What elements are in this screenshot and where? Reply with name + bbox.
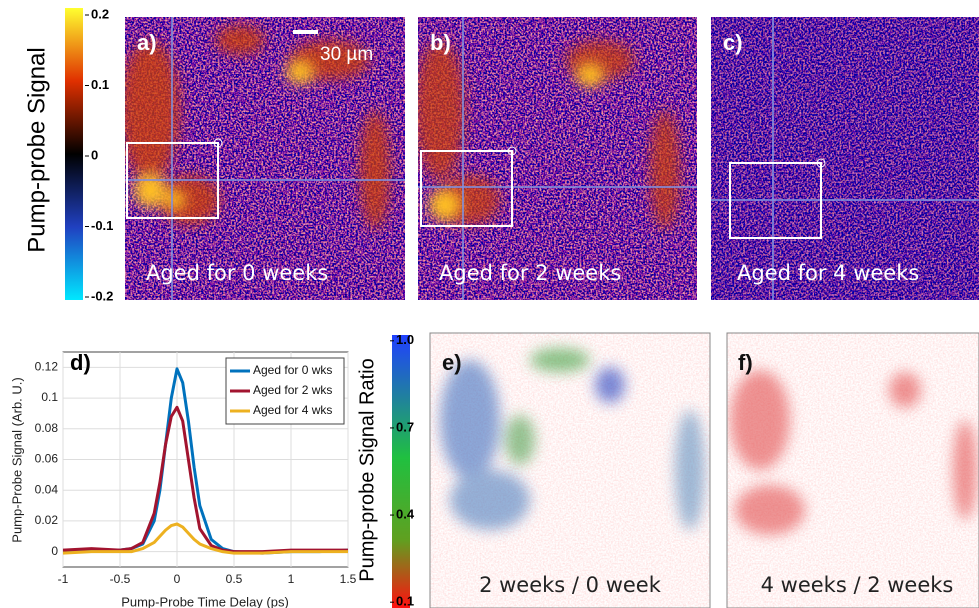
colorbar [65,8,83,300]
y-tick-label: 0.04 [35,482,59,496]
colorbar-tick-label: 0.7 [396,419,414,434]
panel-letter: b) [430,30,451,55]
colorbar [392,335,410,608]
colorbar-tick-label: 0 [91,147,98,162]
y-tick-label: 0.06 [35,452,59,466]
panel-letter: e) [442,350,462,375]
x-tick-label: 0 [174,572,181,586]
colorbar-label: Pump-probe Signal [23,47,50,252]
legend-label: Aged for 2 wks [253,383,332,397]
scale-bar-label: 30 µm [320,44,373,65]
colorbar-tick-label: -0.2 [91,288,113,303]
y-tick-label: 0.08 [35,421,59,435]
colorbar-tick-label: 1.0 [396,332,414,347]
image-panel [415,17,697,300]
panel-caption: 2 weeks / 0 week [479,573,662,597]
y-tick-label: 0.12 [35,360,59,374]
image-panel [430,333,710,608]
x-tick-label: -1 [58,572,69,586]
x-tick-label: 1.5 [340,572,357,586]
y-tick-label: 0 [51,544,58,558]
figure: Pump-probe Signal a) b) c) 30 µm Aged fo… [0,0,979,608]
chart-title: d) [70,350,91,375]
panel-caption: Aged for 4 weeks [737,261,919,285]
x-tick-label: -0.5 [110,572,131,586]
x-tick-label: 1 [288,572,295,586]
legend-label: Aged for 4 wks [253,403,332,417]
x-axis-label: Pump-Probe Time Delay (ps) [121,594,289,608]
colorbar-tick-label: 0.4 [396,507,415,522]
panel-caption: Aged for 2 weeks [439,261,621,285]
image-panel [711,17,979,300]
colorbar-label: Pump-probe Signal Ratio [356,358,378,581]
legend-label: Aged for 0 wks [253,363,332,377]
x-tick-label: 0.5 [226,572,243,586]
y-tick-label: 0.1 [41,390,58,404]
panel-letter: c) [723,30,743,55]
image-panel [727,333,979,608]
colorbar-tick-label: -0.1 [91,218,113,233]
panel-caption: 4 weeks / 2 weeks [761,573,954,597]
panel-letter: a) [137,30,157,55]
colorbar-tick-label: 0.1 [91,77,109,92]
y-tick-label: 0.02 [35,513,59,527]
colorbar-tick-label: 0.2 [91,6,109,21]
y-axis-label: Pump-Probe Signal (Arb. U.) [9,377,24,542]
panel-caption: Aged for 0 weeks [146,261,328,285]
colorbar-tick-label: 0.1 [396,594,414,608]
panel-letter: f) [738,350,753,375]
